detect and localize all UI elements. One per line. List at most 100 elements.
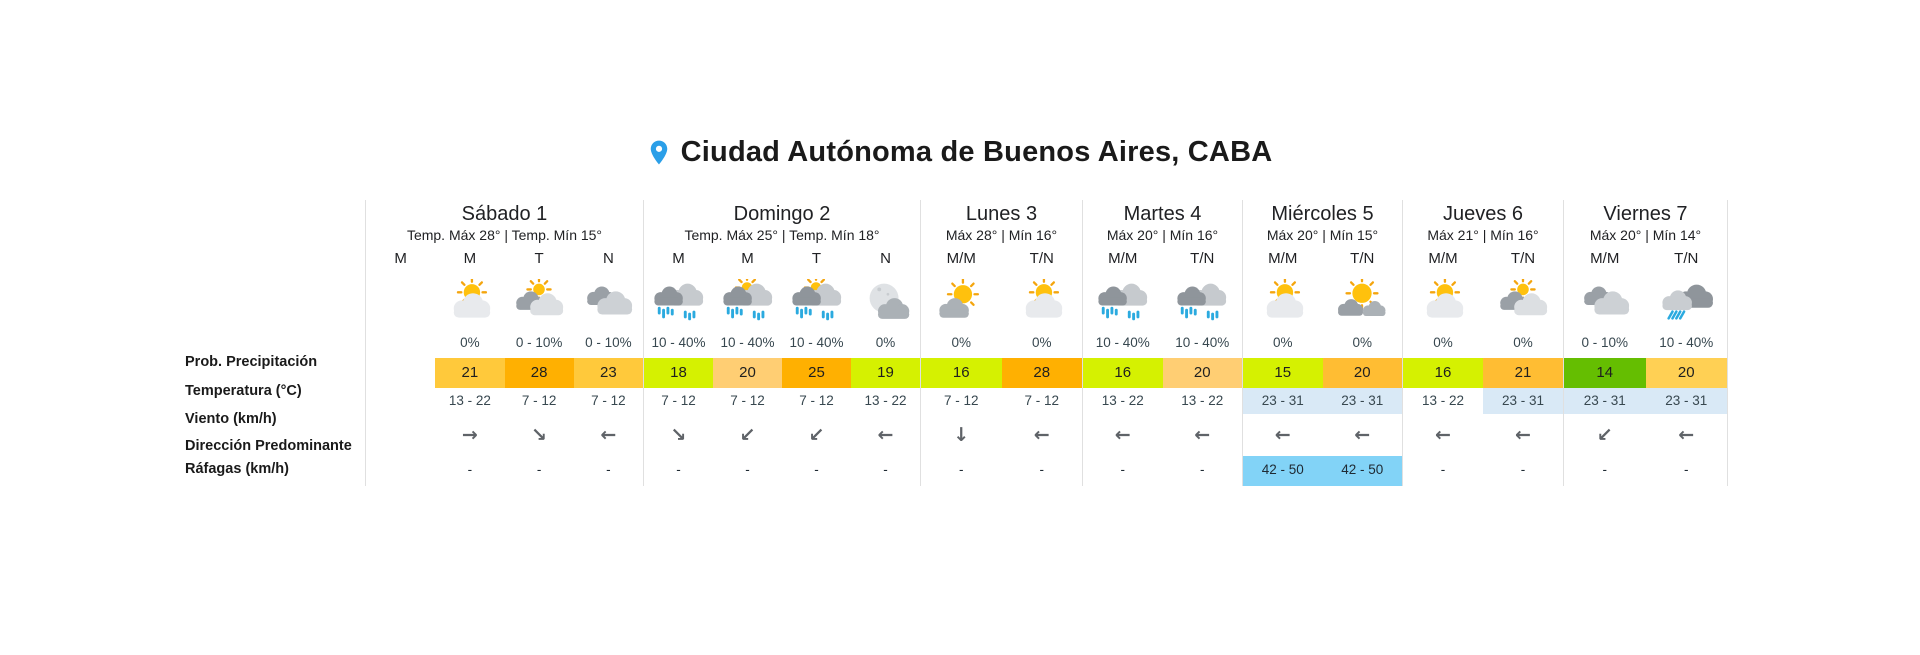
- wind-direction-arrow: ←: [1033, 424, 1050, 446]
- day-temps: Máx 20° | Mín 15°: [1266, 227, 1379, 243]
- wind-direction-arrow: ←: [1435, 424, 1451, 446]
- period-label: T/N: [1190, 250, 1215, 267]
- weather-icon-cell: [574, 272, 643, 330]
- gusts-cell: -: [606, 462, 611, 477]
- wind-direction-arrow: →: [461, 424, 478, 446]
- row-labels: Prob. Precipitación Temperatura (°C) Vie…: [185, 200, 365, 486]
- sun-behind-cloud-icon: [443, 279, 497, 323]
- wind-direction-arrow: ←: [1354, 424, 1371, 446]
- period-label: T/N: [1674, 250, 1699, 267]
- precip-cell: 0%: [1031, 335, 1052, 350]
- weather-icon-cell: [1243, 272, 1323, 330]
- day-temps: Temp. Máx 25° | Temp. Mín 18°: [684, 227, 880, 243]
- temp-cell: 20: [1322, 358, 1402, 388]
- period-label: T/N: [1350, 250, 1375, 267]
- wind-cell: 23 - 31: [1483, 388, 1563, 414]
- gusts-row: 42 - 50 42 - 50: [1243, 456, 1402, 486]
- day-temps: Máx 20° | Mín 16°: [1106, 227, 1219, 243]
- temp-cell: 28: [504, 358, 574, 388]
- weather-icon-cell: [1083, 272, 1163, 330]
- wind-cell: 23 - 31: [1645, 388, 1727, 414]
- day-temps: Máx 21° | Mín 16°: [1427, 227, 1539, 243]
- gusts-cell: -: [1120, 462, 1126, 477]
- wind-cell: 7 - 12: [1024, 393, 1060, 408]
- wind-cell: 13 - 22: [864, 393, 907, 408]
- precip-cell: 10 - 40%: [1095, 335, 1150, 350]
- location-header: Ciudad Autónoma de Buenos Aires, CABA: [0, 136, 1920, 169]
- precip-cell: 0%: [460, 335, 480, 350]
- weather-icon-cell: [782, 272, 851, 330]
- day-column: Viernes 7 Máx 20° | Mín 14° M/M T/N 0 - 10% 1…: [1563, 200, 1728, 486]
- day-temps: Máx 20° | Mín 14°: [1589, 227, 1702, 243]
- period-label: T/N: [1510, 250, 1536, 267]
- wind-direction-arrow: ↙: [739, 424, 756, 446]
- precip-cell: 0%: [1433, 335, 1453, 350]
- weather-icon-cell: [435, 272, 504, 330]
- label-wind: Viento (km/h): [185, 411, 277, 427]
- sun-gray-clouds-icon: [512, 279, 566, 323]
- sun-clouds-front-icon: [1335, 279, 1389, 323]
- day-column: Sábado 1 Temp. Máx 28° | Temp. Mín 15° M M T…: [365, 200, 643, 486]
- gusts-cell: -: [536, 462, 542, 477]
- temp-cell: 23: [573, 358, 643, 388]
- temperature-row: 18 20 25 19: [644, 358, 920, 388]
- temp-cell: 20: [713, 358, 782, 388]
- rain-sun-icon: [790, 279, 844, 323]
- gusts-cell: -: [467, 462, 473, 477]
- weather-icon-cell: [644, 272, 713, 330]
- gusts-cell: -: [1440, 462, 1446, 477]
- weather-icon-cell: [1163, 272, 1243, 330]
- period-label: M/M: [1590, 250, 1620, 267]
- temp-cell: 18: [644, 358, 713, 388]
- day-name: Sábado 1: [461, 203, 548, 225]
- gusts-cell: -: [676, 462, 681, 477]
- icon-row: [1243, 272, 1402, 330]
- day-name: Miércoles 5: [1271, 203, 1374, 225]
- sun-behind-cloud-icon: [1015, 279, 1069, 323]
- day-temps: Temp. Máx 28° | Temp. Mín 15°: [406, 227, 603, 243]
- precipitation-row: 0% 0%: [1243, 330, 1402, 358]
- precip-cell: 0%: [875, 335, 896, 350]
- day-name: Martes 4: [1123, 203, 1202, 225]
- wind-direction-arrow: ↙: [1596, 424, 1613, 446]
- forecast-table: Prob. Precipitación Temperatura (°C) Vie…: [185, 200, 1728, 486]
- period-row: M/M T/N: [1564, 246, 1727, 272]
- temp-cell: 21: [1483, 358, 1563, 388]
- gusts-row: --: [1083, 456, 1242, 486]
- sun-cloud-front-icon: [934, 279, 988, 323]
- wind-cell: 7 - 12: [521, 393, 557, 408]
- precip-cell: 10 - 40%: [789, 335, 844, 350]
- wind-cell: 7 - 12: [943, 393, 979, 408]
- wind-direction-arrow: ←: [1515, 424, 1531, 446]
- wind-cell: 7 - 12: [661, 393, 696, 408]
- sun-behind-cloud-icon: [1256, 279, 1310, 323]
- icon-row: [921, 272, 1082, 330]
- precip-cell: 10 - 40%: [720, 335, 775, 350]
- gusts-cell: 42 - 50: [1322, 456, 1402, 486]
- rain-icon: [652, 279, 706, 323]
- period-label: N: [880, 250, 891, 267]
- day-name: Jueves 6: [1442, 203, 1524, 225]
- temp-cell: 15: [1243, 358, 1323, 388]
- period-label: T: [534, 250, 544, 267]
- wind-cell: 13 - 22: [1101, 393, 1144, 408]
- gusts-cell: -: [883, 462, 888, 477]
- rain-icon: [1175, 279, 1229, 323]
- label-precipitation: Prob. Precipitación: [185, 354, 318, 370]
- wind-row: 13 - 22 23 - 31: [1403, 388, 1563, 414]
- icon-row: [1564, 272, 1727, 330]
- day-column: Lunes 3 Máx 28° | Mín 16° M/M T/N 0% 0% 16 28 7 …: [920, 200, 1082, 486]
- wind-direction-arrow: ←: [1194, 424, 1211, 446]
- wind-direction-arrow: [366, 414, 435, 456]
- wind-row: 7 - 12 7 - 12 7 - 12 13 - 22: [644, 388, 920, 414]
- precip-cell: 0%: [951, 335, 971, 350]
- temp-cell: 14: [1564, 358, 1646, 388]
- day-column: Domingo 2 Temp. Máx 25° | Temp. Mín 18° M M…: [643, 200, 920, 486]
- precip-cell: [366, 330, 435, 358]
- gusts-cell: -: [1602, 462, 1608, 477]
- day-name: Viernes 7: [1603, 203, 1688, 225]
- precip-cell: 0%: [1272, 335, 1293, 350]
- wind-cell: 7 - 12: [799, 393, 834, 408]
- period-label: M/M: [1108, 250, 1138, 267]
- icon-row: [1403, 272, 1563, 330]
